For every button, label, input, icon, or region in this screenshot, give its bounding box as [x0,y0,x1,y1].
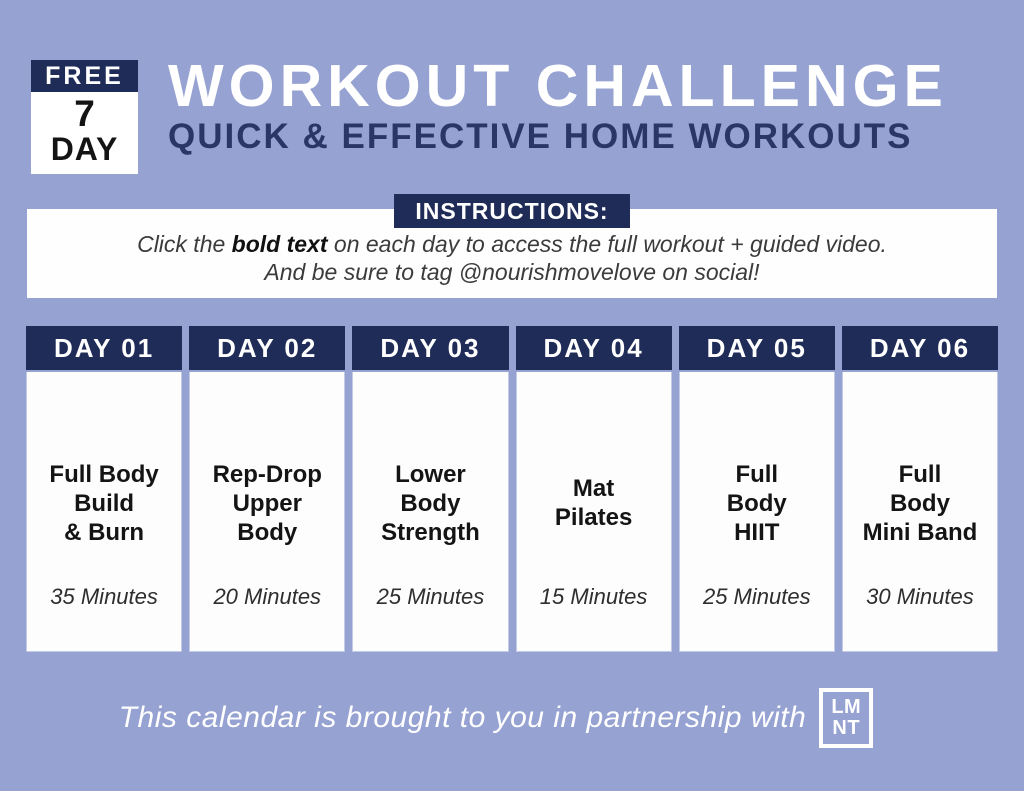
footer: This calendar is brought to you in partn… [0,688,1008,748]
day-column-3: DAY 03 Lower Body Strength 25 Minutes [352,326,509,652]
lmnt-logo-line1: LM [831,696,862,718]
day-5-header: DAY 05 [678,326,835,370]
day-1-header: DAY 01 [26,326,183,370]
day-2-workout-link[interactable]: Rep-Drop Upper Body [212,460,322,546]
day-1-duration: 35 Minutes [50,584,158,609]
day-3-card: Lower Body Strength 25 Minutes [352,372,509,652]
free-7-day-badge: FREE 7 DAY [31,60,138,174]
day-6-workout-link[interactable]: Full Body Mini Band [862,460,978,546]
page-title: WORKOUT CHALLENGE [168,53,948,119]
day-6-duration: 30 Minutes [866,584,974,609]
day-columns: DAY 01 Full Body Build & Burn 35 Minutes… [26,326,999,652]
day-column-6: DAY 06 Full Body Mini Band 30 Minutes [841,326,999,652]
day-4-duration: 15 Minutes [539,584,648,609]
instructions-line2: And be sure to tag @nourishmovelove on s… [264,259,760,285]
day-1-workout-link[interactable]: Full Body Build & Burn [49,460,159,546]
day-5-card: Full Body HIIT 25 Minutes [678,372,835,652]
badge-body: 7 DAY [31,92,138,174]
instructions-line1-bold: bold text [231,231,328,257]
lmnt-logo-line2: NT [832,717,861,739]
day-4-card: Mat Pilates 15 Minutes [515,372,672,652]
page-subtitle: QUICK & EFFECTIVE HOME WORKOUTS [168,117,913,156]
day-column-5: DAY 05 Full Body HIIT 25 Minutes [678,326,835,652]
day-5-workout-link[interactable]: Full Body HIIT [726,460,787,546]
day-column-1: DAY 01 Full Body Build & Burn 35 Minutes [26,326,183,652]
day-4-header: DAY 04 [515,326,672,370]
lmnt-logo: LM NT [819,688,874,748]
instructions-label: INSTRUCTIONS: [394,194,630,228]
day-3-header: DAY 03 [352,326,509,370]
day-2-card: Rep-Drop Upper Body 20 Minutes [189,372,346,652]
day-1-card: Full Body Build & Burn 35 Minutes [26,372,183,652]
day-2-header: DAY 02 [189,326,346,370]
day-2-duration: 20 Minutes [213,584,322,609]
day-3-workout-link[interactable]: Lower Body Strength [381,460,480,546]
instructions-line1-suffix: on each day to access the full workout +… [327,231,887,257]
day-4-workout-link[interactable]: Mat Pilates [554,475,633,531]
badge-number: 7 [74,93,95,134]
day-column-2: DAY 02 Rep-Drop Upper Body 20 Minutes [189,326,346,652]
day-column-4: DAY 04 Mat Pilates 15 Minutes [515,326,672,652]
day-6-card: Full Body Mini Band 30 Minutes [841,372,999,652]
day-3-duration: 25 Minutes [376,584,485,609]
badge-free-label: FREE [31,60,138,92]
day-6-header: DAY 06 [841,326,999,370]
badge-day-label: DAY [50,131,119,167]
day-5-duration: 25 Minutes [702,584,811,609]
instructions-line1-prefix: Click the [137,231,232,257]
instructions-line1: Click the bold text on each day to acces… [27,230,997,258]
footer-partnership-text: This calendar is brought to you in partn… [118,701,807,734]
